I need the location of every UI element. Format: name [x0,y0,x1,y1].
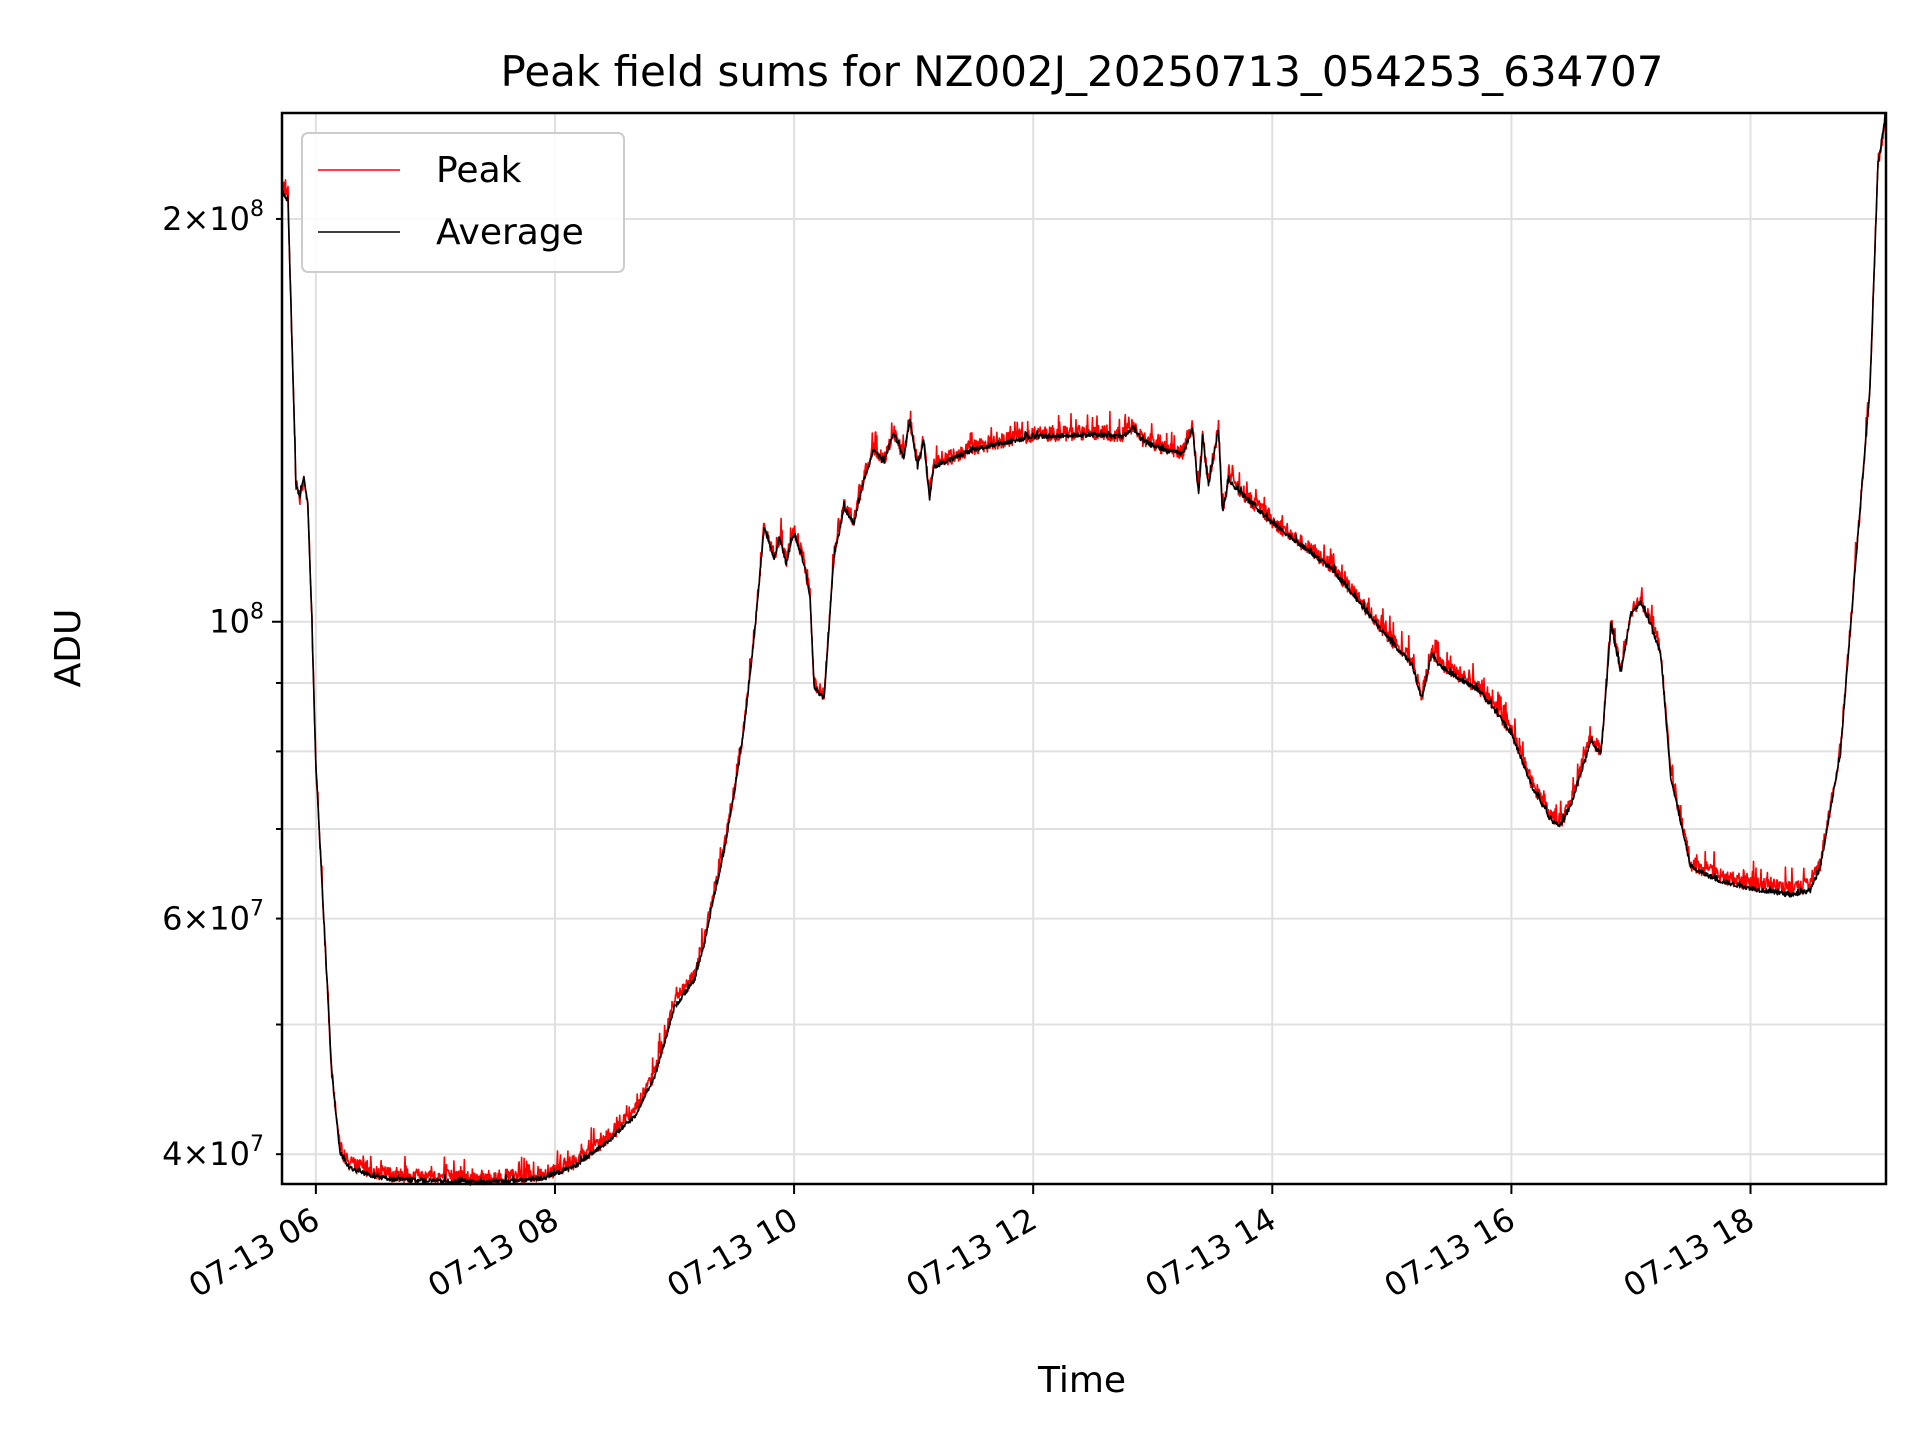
legend-label-average: Average [436,212,584,253]
y-axis-label: ADU [48,609,89,688]
gridlines [282,113,1886,1184]
legend: Peak Average [301,132,625,273]
plot-frame [280,111,1888,1186]
x-axis-label: Time [1037,1360,1126,1401]
y-tick-label: 2×108 [162,197,264,238]
y-tick-label: 6×107 [162,897,264,938]
series-lines [281,112,1887,1187]
y-tick-label: 4×107 [162,1132,264,1173]
chart-title: Peak field sums for NZ002J_20250713_0542… [501,47,1664,96]
legend-label-peak: Peak [436,150,522,191]
series-line-average [281,112,1887,1186]
legend-box [301,132,625,273]
y-axis-ticks: 108 4×107 6×107 2×108 [162,197,282,1173]
y-tick-label: 108 [209,600,264,641]
